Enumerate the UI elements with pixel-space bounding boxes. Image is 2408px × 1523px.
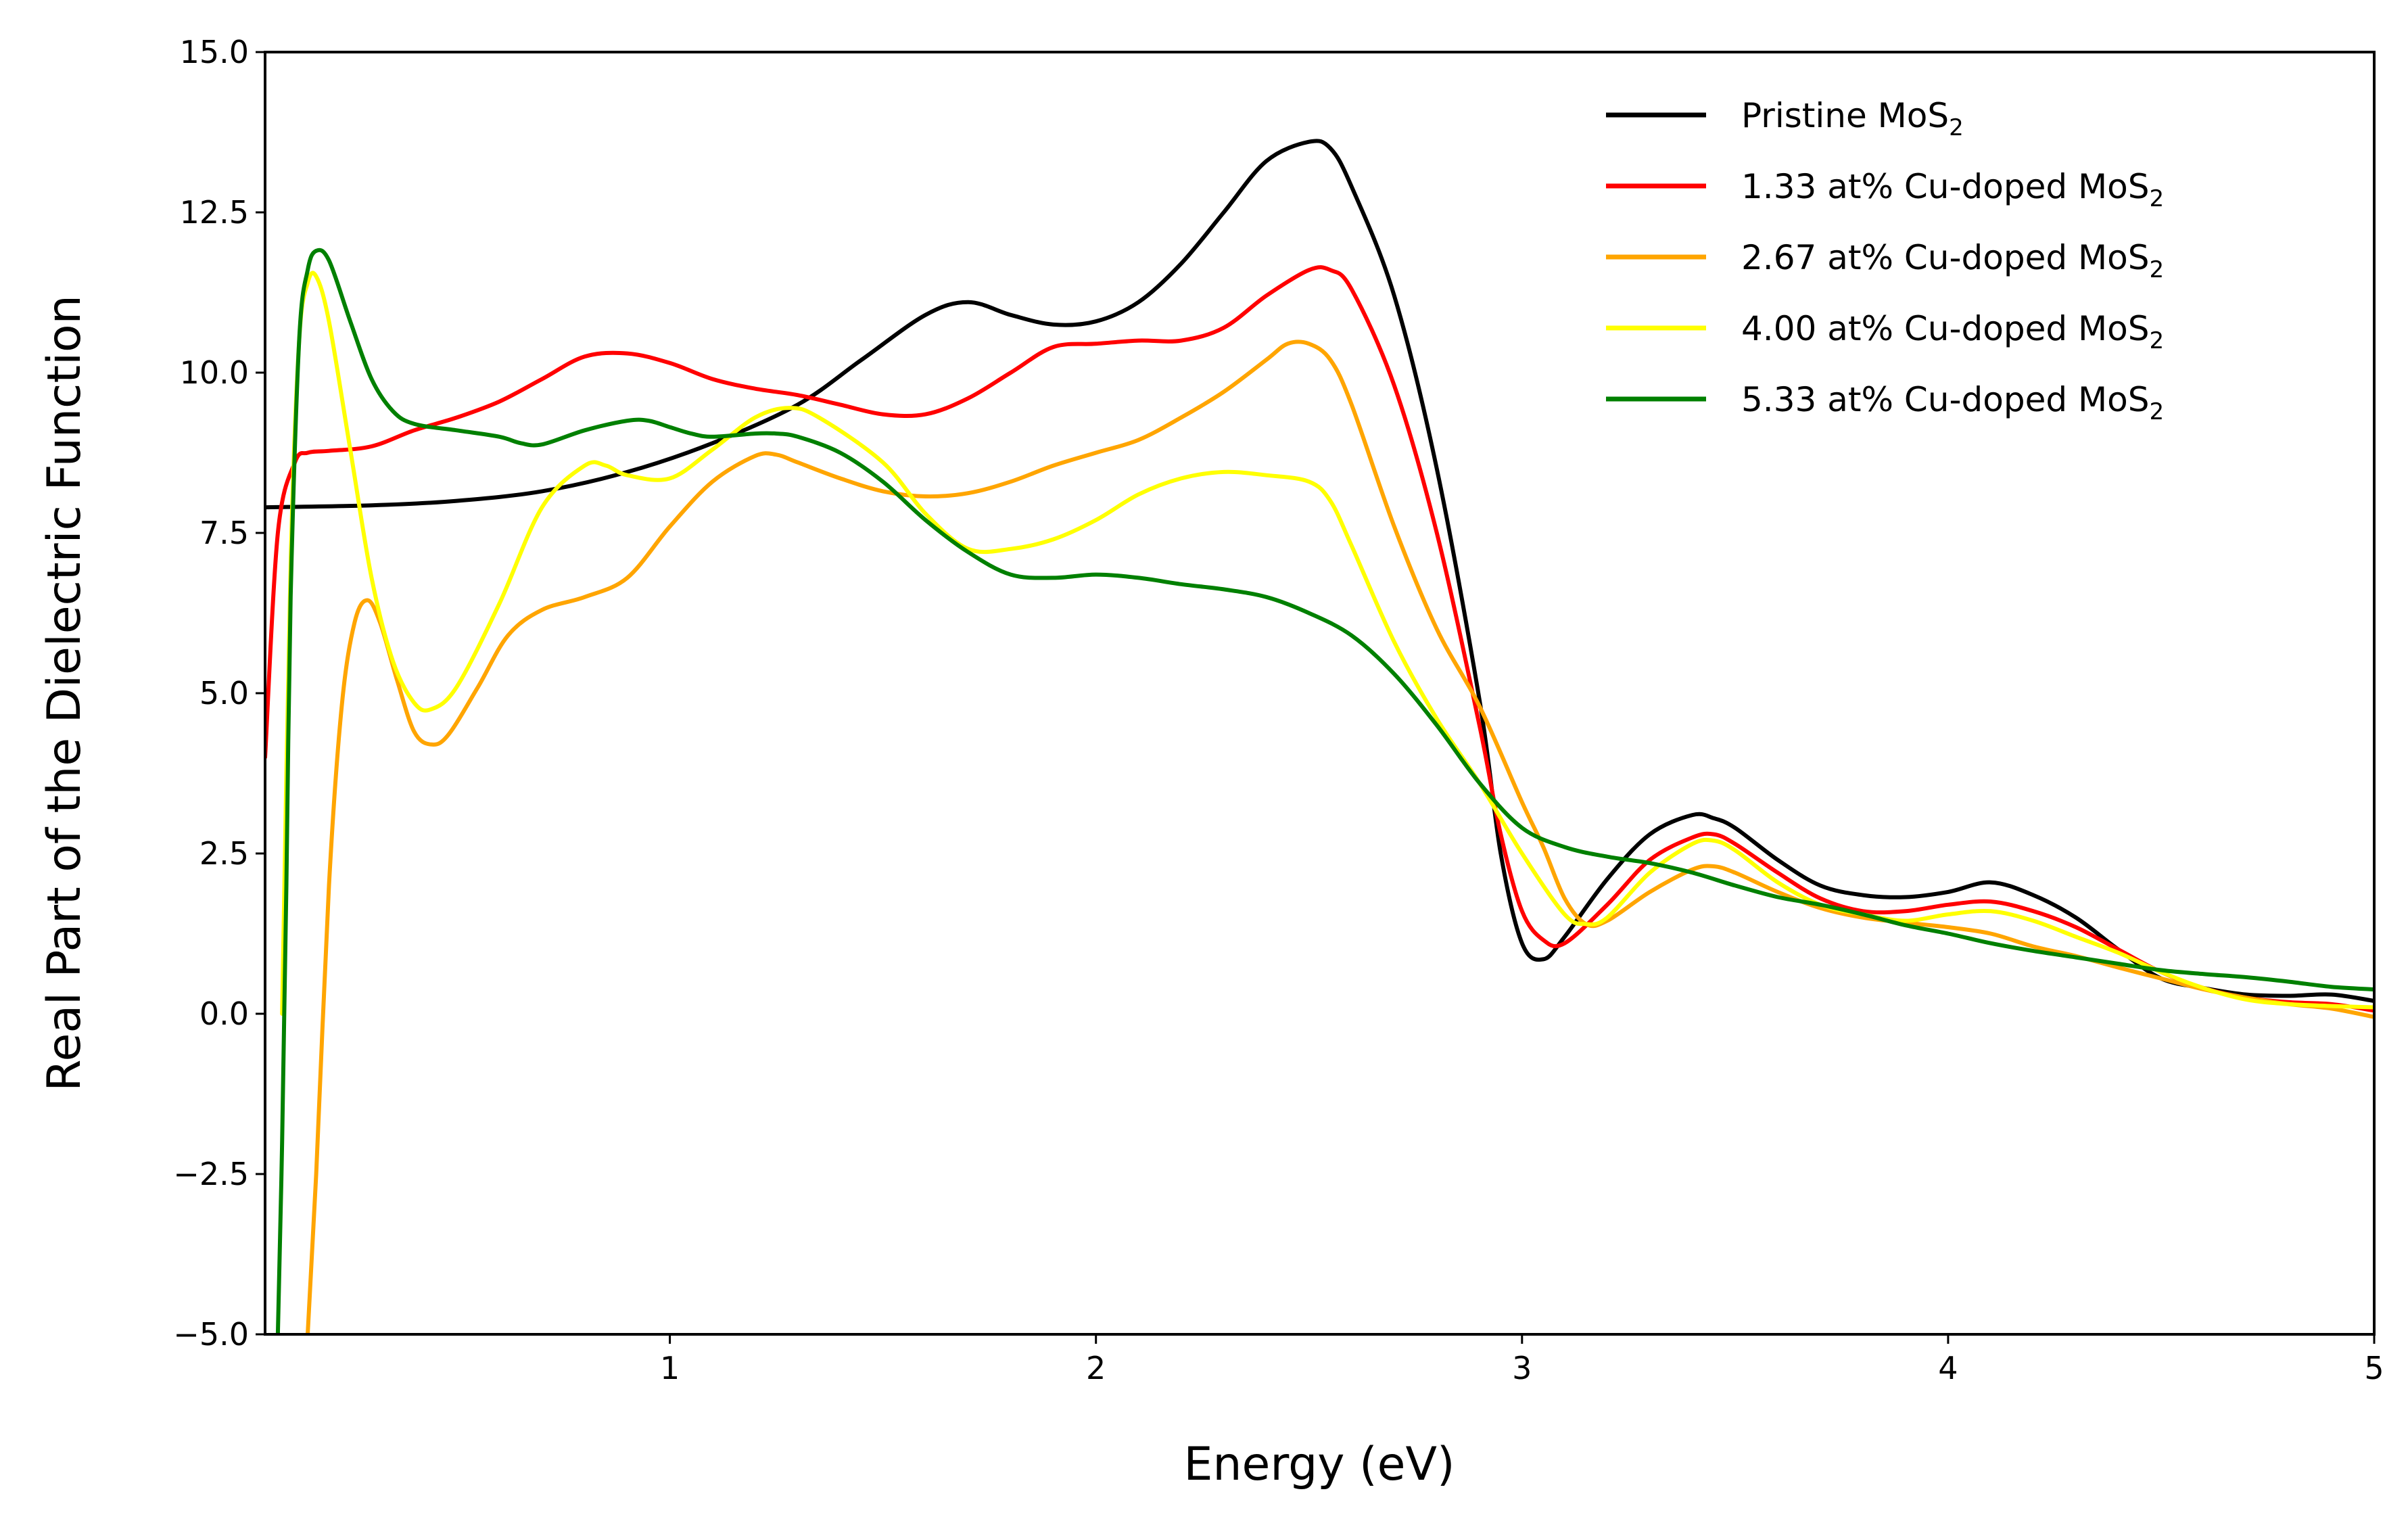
series-line-5 — [275, 248, 2374, 1334]
series-line-1 — [265, 139, 2374, 1003]
y-tick-label: 15.0 — [180, 34, 249, 70]
legend-label-3: 2.67 at% Cu-doped MoS2 — [1741, 238, 2164, 283]
series-line-2 — [265, 265, 2374, 1013]
series-layer — [265, 139, 2374, 1334]
x-tick-label: 1 — [660, 1350, 680, 1386]
legend-label-2: 1.33 at% Cu-doped MoS2 — [1741, 167, 2164, 212]
x-tick-label: 4 — [1938, 1350, 1958, 1386]
x-axis: 1 2 3 4 5 — [660, 1334, 2384, 1386]
series-line-3 — [306, 339, 2374, 1334]
y-tick-label: 0.0 — [199, 995, 249, 1032]
y-axis: −5.0 −2.5 0.0 2.5 5.0 7.5 10.0 12.5 15.0 — [173, 34, 265, 1353]
x-axis-label: Energy (eV) — [1183, 1438, 1455, 1491]
x-tick-label: 5 — [2364, 1350, 2384, 1386]
y-tick-label: 5.0 — [199, 675, 249, 711]
y-tick-label: 7.5 — [199, 515, 249, 551]
legend: Pristine MoS2 1.33 at% Cu-doped MoS2 2.67 … — [1606, 96, 2164, 425]
y-tick-label: 2.5 — [199, 835, 249, 872]
legend-label-5: 5.33 at% Cu-doped MoS2 — [1741, 380, 2164, 425]
legend-label-4: 4.00 at% Cu-doped MoS2 — [1741, 309, 2164, 354]
y-tick-label: −5.0 — [173, 1316, 249, 1353]
series-line-4 — [280, 271, 2374, 1016]
y-tick-label: −2.5 — [173, 1156, 249, 1192]
legend-label-1: Pristine MoS2 — [1741, 96, 1964, 141]
y-tick-label: 10.0 — [180, 354, 249, 391]
y-axis-label: Real Part of the Dielectric Function — [38, 295, 91, 1091]
x-tick-label: 3 — [1512, 1350, 1532, 1386]
y-tick-label: 12.5 — [180, 194, 249, 231]
x-tick-label: 2 — [1086, 1350, 1106, 1386]
